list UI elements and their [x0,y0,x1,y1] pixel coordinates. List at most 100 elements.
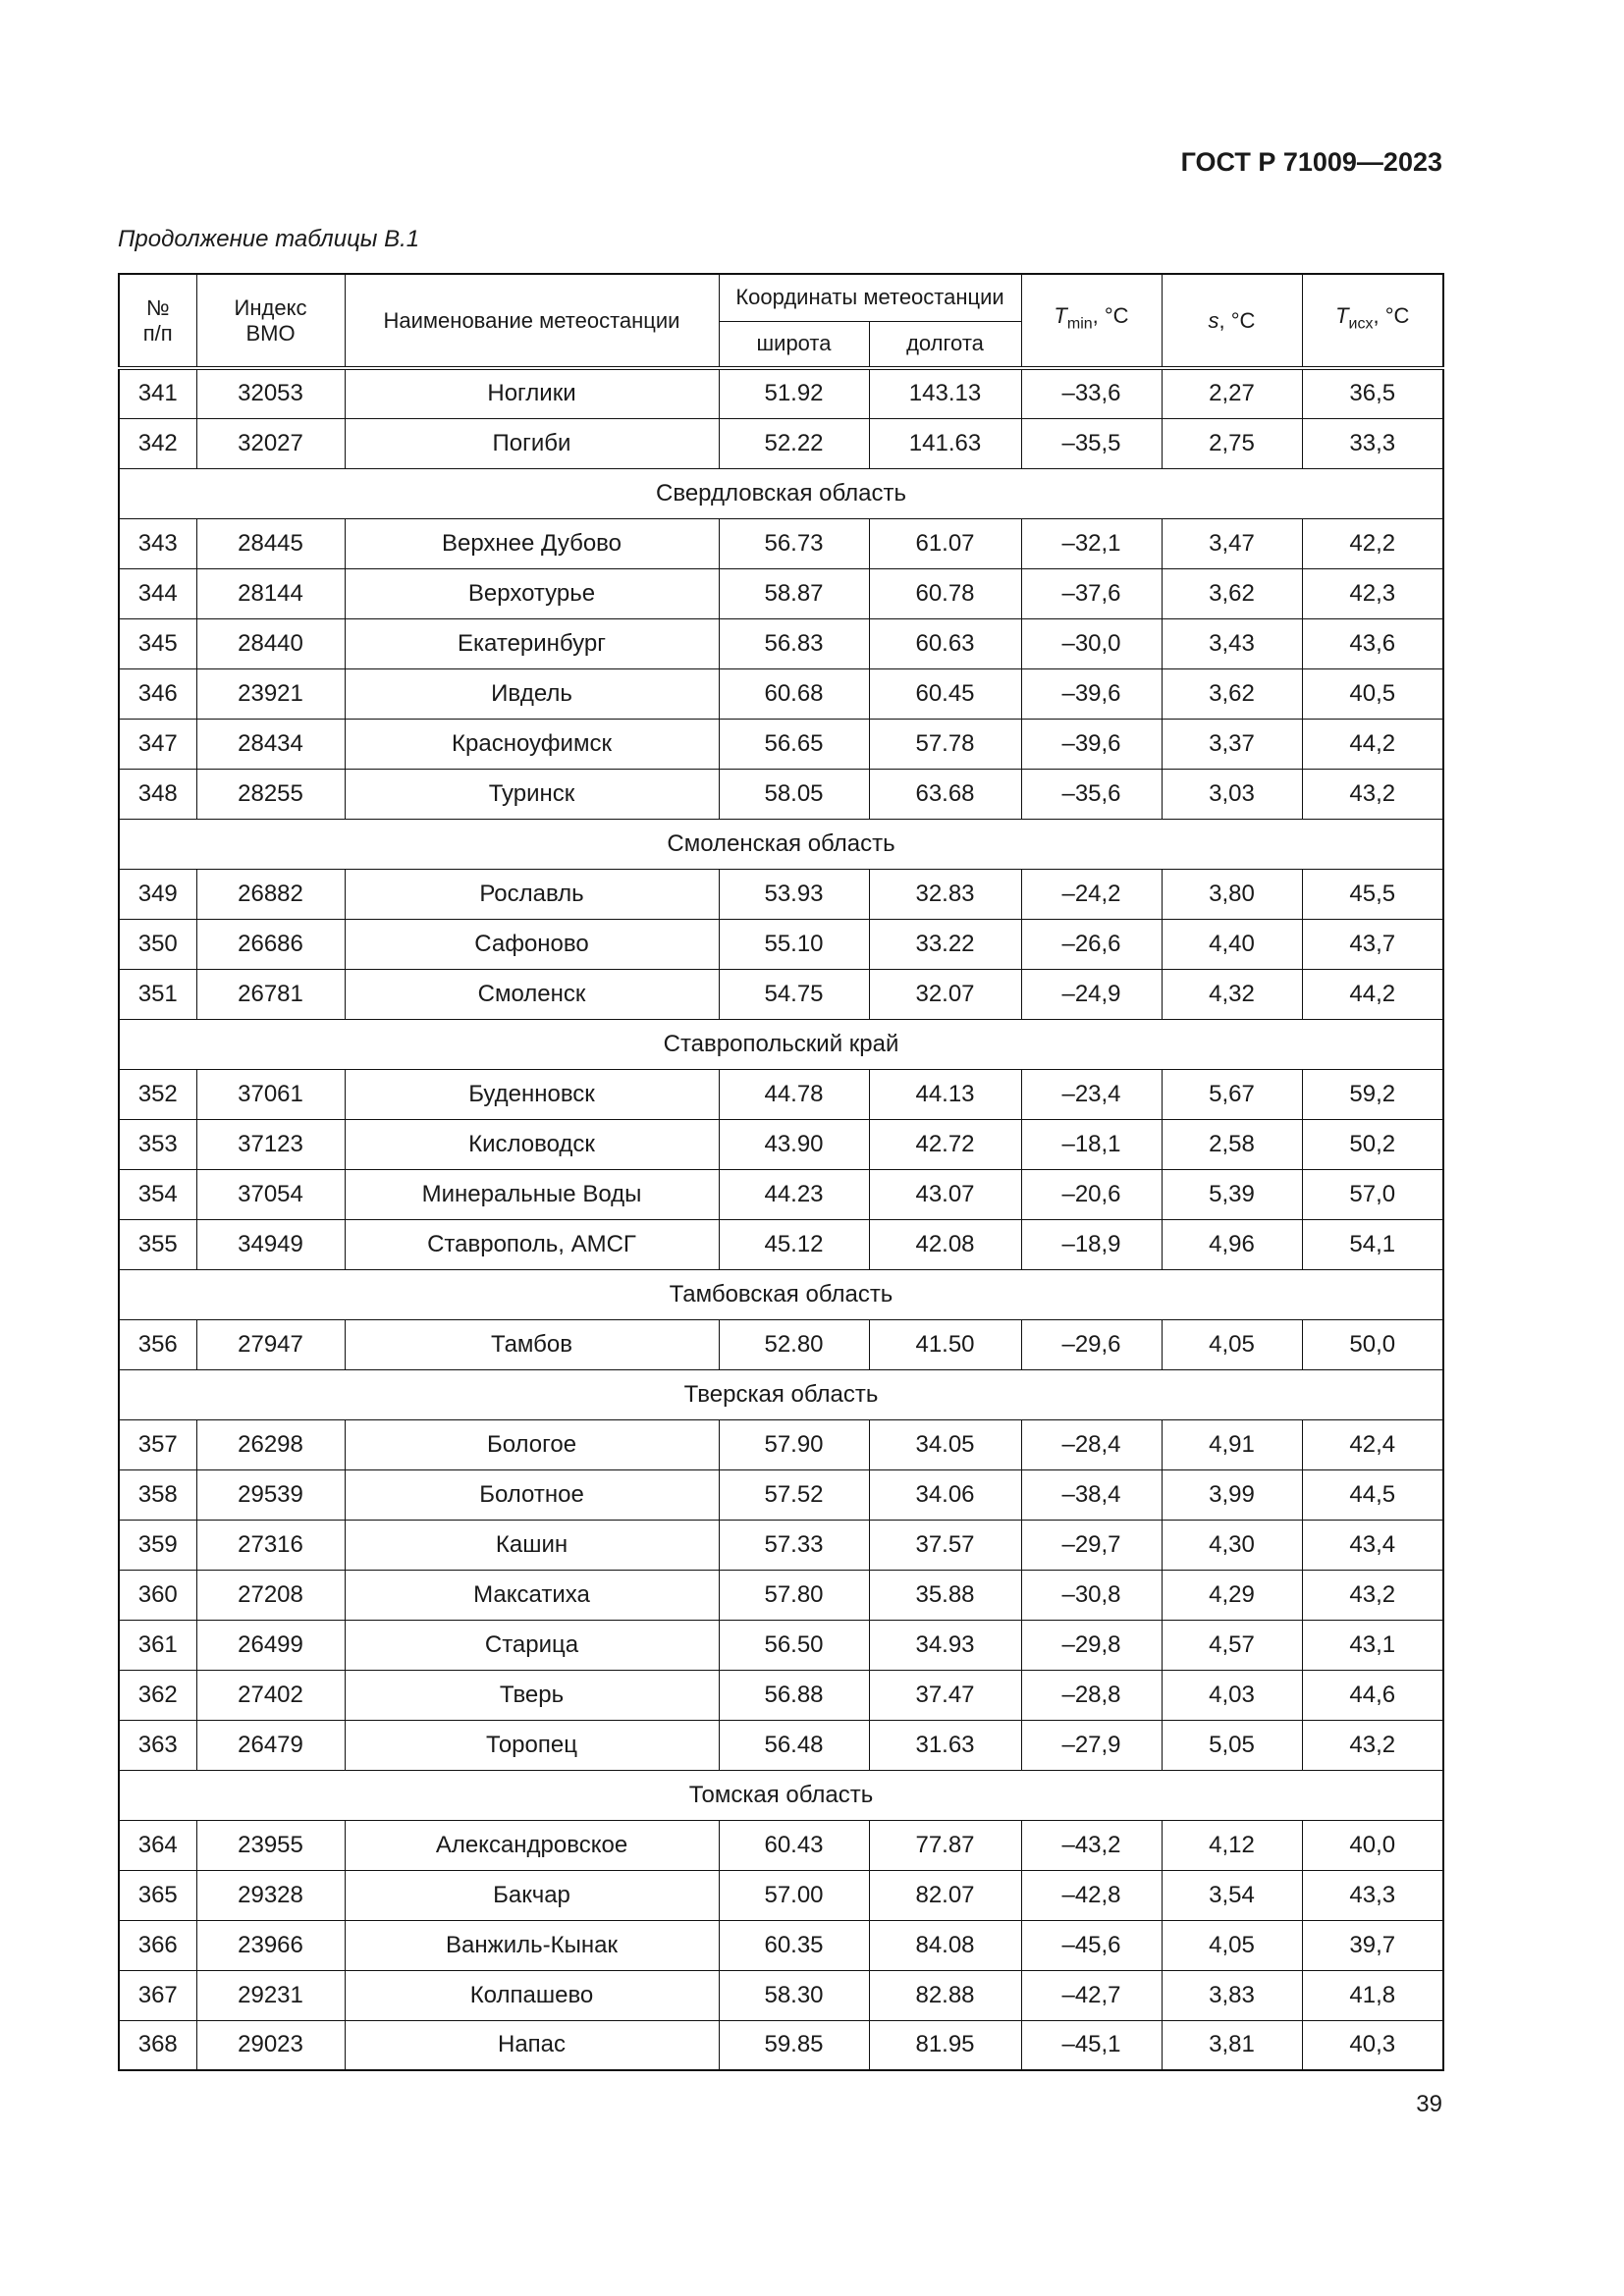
cell: 82.07 [868,1869,1022,1921]
cell: –18,1 [1020,1118,1163,1170]
station-row: 356 27947 Тамбов 52.80 41.50 –29,6 4,05 50,0 [118,1318,1444,1370]
cell: Ноглики [344,367,720,419]
table-head: № п/п Индекс ВМО Наименование метеостанц… [118,273,1444,370]
cell: 56.50 [718,1619,870,1671]
cell: Ставрополь, АМСГ [344,1218,720,1270]
cell: 347 [118,718,197,770]
cell: 343 [118,517,197,569]
region-cell: Смоленская область [118,818,1444,870]
header-cell: Наименование метеостанции [344,273,720,370]
cell: 4,05 [1161,1919,1303,1971]
cell: 40,3 [1301,2019,1444,2071]
cell: 2,27 [1161,367,1303,419]
cell: 63.68 [868,768,1022,820]
cell: 368 [118,2019,197,2071]
cell: 4,96 [1161,1218,1303,1270]
cell: 32053 [195,367,346,419]
cell: Колпашево [344,1969,720,2021]
cell: 4,91 [1161,1418,1303,1470]
table-body: 341 32053 Ноглики 51.92 143.13 –33,6 2,27 36,5 3… [118,367,1444,2071]
cell: 364 [118,1819,197,1871]
cell: 32.07 [868,968,1022,1020]
cell: –35,5 [1020,417,1163,469]
station-row: 368 29023 Напас 59.85 81.95 –45,1 3,81 40,3 [118,2019,1444,2071]
cell: 43,7 [1301,918,1444,970]
cell: 43.07 [868,1168,1022,1220]
cell: 58.30 [718,1969,870,2021]
cell: Погиби [344,417,720,469]
cell: –38,4 [1020,1468,1163,1521]
cell: 342 [118,417,197,469]
cell: 44.13 [868,1068,1022,1120]
cell: 4,29 [1161,1569,1303,1621]
cell: 45,5 [1301,868,1444,920]
cell: 60.63 [868,617,1022,669]
cell: 4,32 [1161,968,1303,1020]
cell: 54.75 [718,968,870,1020]
cell: 28440 [195,617,346,669]
cell: 43,4 [1301,1519,1444,1571]
region-row: Томская область [118,1769,1444,1821]
cell: 43,1 [1301,1619,1444,1671]
cell: –32,1 [1020,517,1163,569]
cell: 77.87 [868,1819,1022,1871]
cell: 351 [118,968,197,1020]
cell: 57.90 [718,1418,870,1470]
cell: 50,2 [1301,1118,1444,1170]
cell: Кашин [344,1519,720,1571]
cell: 3,43 [1161,617,1303,669]
station-row: 347 28434 Красноуфимск 56.65 57.78 –39,6 3,37 4… [118,718,1444,770]
cell: 43,2 [1301,768,1444,820]
cell: 43.90 [718,1118,870,1170]
cell: Ивдель [344,667,720,720]
cell: 2,58 [1161,1118,1303,1170]
cell: 29328 [195,1869,346,1921]
cell: 57.52 [718,1468,870,1521]
cell: Сафоново [344,918,720,970]
station-row: 367 29231 Колпашево 58.30 82.88 –42,7 3,83 41,8 [118,1969,1444,2021]
cell: 26686 [195,918,346,970]
cell: 52.80 [718,1318,870,1370]
cell: 27208 [195,1569,346,1621]
cell: 37.57 [868,1519,1022,1571]
cell: 26882 [195,868,346,920]
cell: Кисловодск [344,1118,720,1170]
region-row: Ставропольский край [118,1018,1444,1070]
cell: 44,6 [1301,1669,1444,1721]
cell: 346 [118,667,197,720]
cell: 54,1 [1301,1218,1444,1270]
cell: 50,0 [1301,1318,1444,1370]
cell: 366 [118,1919,197,1971]
region-row: Тверская область [118,1368,1444,1420]
station-row: 355 34949 Ставрополь, АМСГ 45.12 42.08 –18,9 4… [118,1218,1444,1270]
region-cell: Ставропольский край [118,1018,1444,1070]
cell: 42,3 [1301,567,1444,619]
unit: , °C [1218,307,1256,333]
cell: –18,9 [1020,1218,1163,1270]
cell: 44,5 [1301,1468,1444,1521]
cell: –39,6 [1020,667,1163,720]
cell: 3,83 [1161,1969,1303,2021]
station-row: 353 37123 Кисловодск 43.90 42.72 –18,1 2,58 50,… [118,1118,1444,1170]
station-row: 349 26882 Рославль 53.93 32.83 –24,2 3,80 45,5 [118,868,1444,920]
cell: Напас [344,2019,720,2071]
cell: 82.88 [868,1969,1022,2021]
cell: 43,2 [1301,1719,1444,1771]
cell: 56.48 [718,1719,870,1771]
cell: Буденновск [344,1068,720,1120]
cell: 59.85 [718,2019,870,2071]
header-cell: s, °C [1161,273,1303,370]
cell: 37123 [195,1118,346,1170]
cell: 37061 [195,1068,346,1120]
region-cell: Тамбовская область [118,1268,1444,1320]
header-row: № п/п Индекс ВМО Наименование метеостанц… [118,273,1444,370]
cell: 358 [118,1468,197,1521]
cell: 341 [118,367,197,419]
cell: 365 [118,1869,197,1921]
cell: Бакчар [344,1869,720,1921]
cell: –45,1 [1020,2019,1163,2071]
cell: 5,39 [1161,1168,1303,1220]
cell: –27,9 [1020,1719,1163,1771]
cell: 141.63 [868,417,1022,469]
cell: –26,6 [1020,918,1163,970]
